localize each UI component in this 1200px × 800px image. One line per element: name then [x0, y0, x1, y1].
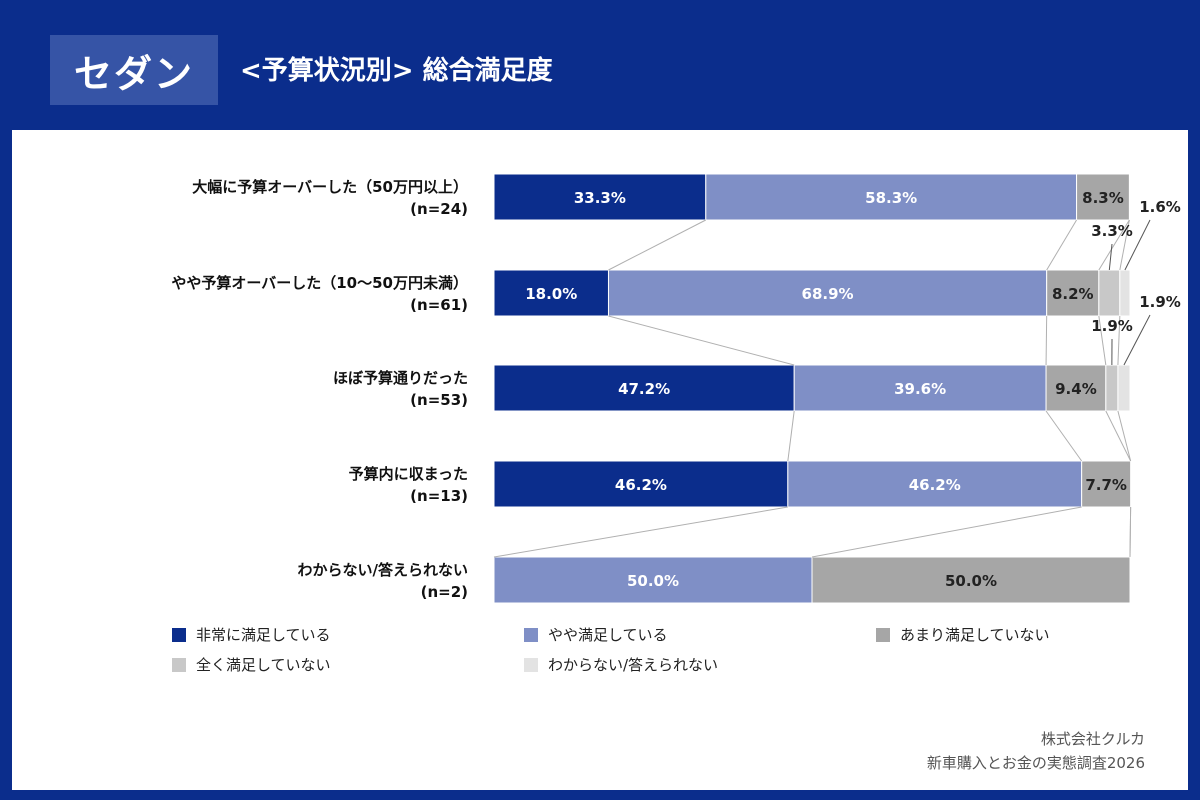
bar-segment	[493, 364, 795, 412]
connector-line	[1046, 219, 1078, 271]
legend-label: やや満足している	[548, 626, 668, 644]
data-label: 46.2%	[615, 476, 667, 494]
credit-company: 株式会社クルカ	[1040, 730, 1145, 748]
connector-line	[1119, 219, 1130, 271]
data-label: 68.9%	[802, 285, 854, 303]
bar-segment	[493, 556, 813, 604]
category-n: (n=2)	[421, 583, 468, 601]
category-label: わからない/答えられない	[298, 561, 468, 579]
category-label: 予算内に収まった	[349, 465, 468, 483]
bar-segment	[1045, 364, 1107, 412]
connector-line	[811, 506, 1082, 558]
data-label: 39.6%	[894, 380, 946, 398]
data-label: 50.0%	[945, 572, 997, 590]
category-label: 大幅に予算オーバーした（50万円以上）	[192, 178, 468, 196]
data-label: 9.4%	[1055, 380, 1097, 398]
label-leader-line	[1123, 314, 1151, 366]
legend-item-dont-know: わからない/答えられない	[524, 654, 718, 675]
legend-swatch	[876, 627, 890, 642]
data-label: 33.3%	[574, 189, 626, 207]
connector-line	[1105, 410, 1132, 462]
data-label: 50.0%	[627, 572, 679, 590]
connector-line	[1117, 315, 1121, 366]
legend-label: 全く満足していない	[196, 656, 331, 674]
connector-line	[608, 219, 707, 271]
connector-line	[1045, 315, 1048, 366]
legend-label: わからない/答えられない	[548, 656, 719, 674]
legend-swatch	[524, 657, 538, 672]
category-n: (n=13)	[410, 487, 468, 505]
legend-label: 非常に満足している	[196, 626, 331, 644]
segment-badge: セダン	[50, 35, 218, 105]
connector-line	[608, 315, 795, 366]
source-credit: 株式会社クルカ 新車購入とお金の実態調査2026	[927, 727, 1145, 775]
legend-item-very-satisfied: 非常に満足している	[172, 624, 331, 645]
legend: 非常に満足している やや満足している あまり満足していない 全く満足していない …	[172, 624, 1132, 684]
data-label: 8.2%	[1052, 285, 1094, 303]
data-label: 18.0%	[525, 285, 577, 303]
bar-segment	[1081, 460, 1132, 508]
bar-segment	[1119, 269, 1131, 317]
legend-swatch	[524, 627, 538, 642]
data-label: 47.2%	[618, 380, 670, 398]
legend-swatch	[172, 627, 186, 642]
data-label: 8.3%	[1082, 189, 1124, 207]
category-label: ほぼ予算通りだった	[333, 369, 468, 387]
bar-segment	[493, 173, 707, 221]
connector-line	[493, 506, 788, 558]
data-label: 1.9%	[1091, 317, 1133, 335]
category-label: やや予算オーバーした（10〜50万円未満）	[171, 274, 468, 292]
legend-label: あまり満足していない	[900, 626, 1050, 644]
chart-panel	[12, 130, 1188, 790]
data-label: 58.3%	[865, 189, 917, 207]
bar-segment	[1105, 364, 1119, 412]
bar-segment	[1098, 269, 1121, 317]
label-leader-line	[1124, 219, 1151, 271]
connector-line	[1129, 506, 1132, 558]
data-label: 1.9%	[1139, 293, 1181, 311]
bar-segment	[607, 269, 1048, 317]
category-n: (n=61)	[410, 296, 468, 314]
bar-segment	[787, 460, 1083, 508]
credit-survey: 新車購入とお金の実態調査2026	[926, 754, 1145, 772]
connector-line	[1098, 315, 1107, 366]
bar-segment	[1076, 173, 1130, 221]
connector-line	[787, 410, 795, 462]
data-label: 3.3%	[1091, 222, 1133, 240]
legend-item-somewhat-satisfied: やや満足している	[524, 624, 668, 645]
data-label: 46.2%	[909, 476, 961, 494]
bar-segment	[1046, 269, 1100, 317]
connector-line	[1117, 410, 1132, 462]
connector-line	[1098, 219, 1130, 271]
category-n: (n=24)	[410, 200, 468, 218]
legend-item-not-very-satisfied: あまり満足していない	[876, 624, 1050, 645]
chart-title: <予算状況別> 総合満足度	[240, 56, 553, 86]
legend-item-not-at-all-satisfied: 全く満足していない	[172, 654, 331, 675]
bar-segment	[1117, 364, 1131, 412]
data-label: 1.6%	[1139, 198, 1181, 216]
bar-segment	[493, 460, 789, 508]
bar-segment	[811, 556, 1131, 604]
connector-line	[1045, 410, 1083, 462]
category-n: (n=53)	[410, 391, 468, 409]
legend-swatch	[172, 657, 186, 672]
label-leader-line	[1108, 243, 1113, 271]
header-band: セダン <予算状況別> 総合満足度	[0, 0, 1200, 130]
data-label: 7.7%	[1085, 476, 1127, 494]
